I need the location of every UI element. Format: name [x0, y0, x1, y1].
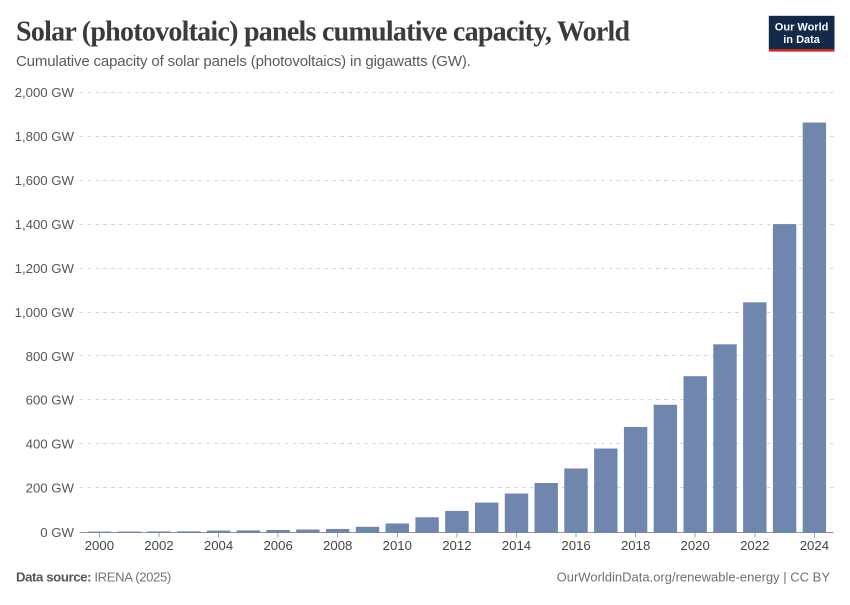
svg-text:2016: 2016	[561, 538, 590, 553]
svg-text:600 GW: 600 GW	[26, 393, 75, 408]
svg-text:Our World: Our World	[775, 22, 829, 34]
svg-text:2006: 2006	[263, 538, 292, 553]
svg-text:in Data: in Data	[783, 34, 821, 46]
svg-text:2004: 2004	[204, 538, 233, 553]
svg-text:1,000 GW: 1,000 GW	[15, 305, 75, 320]
svg-text:1,600 GW: 1,600 GW	[15, 173, 75, 188]
svg-text:2022: 2022	[740, 538, 769, 553]
svg-text:OurWorldinData.org/renewable-e: OurWorldinData.org/renewable-energy | CC…	[557, 569, 831, 584]
svg-text:Solar (photovoltaic) panels cu: Solar (photovoltaic) panels cumulative c…	[16, 16, 631, 47]
svg-text:2014: 2014	[502, 538, 531, 553]
svg-text:2,000 GW: 2,000 GW	[15, 85, 75, 100]
svg-text:Data source: IRENA (2025): Data source: IRENA (2025)	[16, 569, 171, 584]
svg-text:0 GW: 0 GW	[40, 525, 74, 540]
svg-text:2024: 2024	[800, 538, 829, 553]
svg-text:1,400 GW: 1,400 GW	[15, 217, 75, 232]
svg-text:2000: 2000	[85, 538, 114, 553]
svg-text:1,200 GW: 1,200 GW	[15, 261, 75, 276]
svg-text:1,800 GW: 1,800 GW	[15, 129, 75, 144]
svg-text:200 GW: 200 GW	[26, 481, 75, 496]
svg-text:2020: 2020	[681, 538, 710, 553]
svg-text:2010: 2010	[383, 538, 412, 553]
svg-text:Cumulative capacity of solar p: Cumulative capacity of solar panels (pho…	[16, 53, 471, 70]
svg-text:2018: 2018	[621, 538, 650, 553]
svg-text:2002: 2002	[144, 538, 173, 553]
svg-text:2012: 2012	[442, 538, 471, 553]
svg-text:800 GW: 800 GW	[26, 349, 75, 364]
svg-text:2008: 2008	[323, 538, 352, 553]
svg-text:400 GW: 400 GW	[26, 437, 75, 452]
